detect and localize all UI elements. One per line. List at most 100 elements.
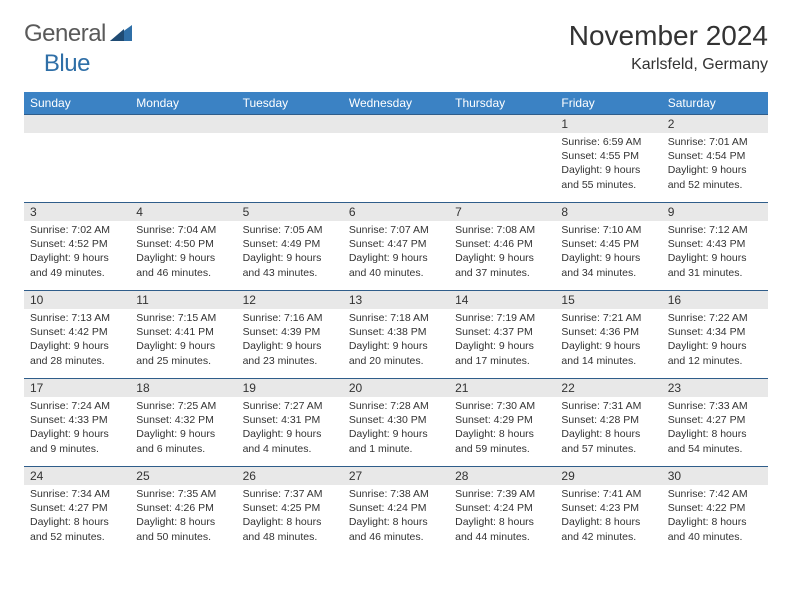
logo-text-blue: Blue: [44, 50, 90, 78]
calendar-cell: 3Sunrise: 7:02 AMSunset: 4:52 PMDaylight…: [24, 203, 130, 291]
sunrise-text: Sunrise: 7:28 AM: [349, 399, 443, 413]
calendar-week-row: 1Sunrise: 6:59 AMSunset: 4:55 PMDaylight…: [24, 115, 768, 203]
col-thursday: Thursday: [449, 92, 555, 115]
daylight-text: Daylight: 9 hours and 37 minutes.: [455, 251, 549, 279]
calendar-cell: 29Sunrise: 7:41 AMSunset: 4:23 PMDayligh…: [555, 467, 661, 555]
calendar-cell: 8Sunrise: 7:10 AMSunset: 4:45 PMDaylight…: [555, 203, 661, 291]
calendar-cell: 15Sunrise: 7:21 AMSunset: 4:36 PMDayligh…: [555, 291, 661, 379]
calendar-cell: 26Sunrise: 7:37 AMSunset: 4:25 PMDayligh…: [237, 467, 343, 555]
daylight-text: Daylight: 8 hours and 40 minutes.: [668, 515, 762, 543]
sunset-text: Sunset: 4:41 PM: [136, 325, 230, 339]
sunrise-text: Sunrise: 7:42 AM: [668, 487, 762, 501]
day-details: Sunrise: 7:19 AMSunset: 4:37 PMDaylight:…: [449, 309, 555, 372]
day-number: 14: [449, 291, 555, 309]
sunset-text: Sunset: 4:24 PM: [455, 501, 549, 515]
day-details: Sunrise: 7:01 AMSunset: 4:54 PMDaylight:…: [662, 133, 768, 196]
day-number: 13: [343, 291, 449, 309]
day-details: Sunrise: 7:30 AMSunset: 4:29 PMDaylight:…: [449, 397, 555, 460]
day-details: Sunrise: 7:21 AMSunset: 4:36 PMDaylight:…: [555, 309, 661, 372]
daylight-text: Daylight: 8 hours and 57 minutes.: [561, 427, 655, 455]
sunrise-text: Sunrise: 7:19 AM: [455, 311, 549, 325]
day-number: 8: [555, 203, 661, 221]
location: Karlsfeld, Germany: [569, 56, 768, 74]
calendar-cell: 4Sunrise: 7:04 AMSunset: 4:50 PMDaylight…: [130, 203, 236, 291]
calendar-cell: 12Sunrise: 7:16 AMSunset: 4:39 PMDayligh…: [237, 291, 343, 379]
day-number: 10: [24, 291, 130, 309]
day-number: 16: [662, 291, 768, 309]
daylight-text: Daylight: 9 hours and 46 minutes.: [136, 251, 230, 279]
calendar-cell: 24Sunrise: 7:34 AMSunset: 4:27 PMDayligh…: [24, 467, 130, 555]
day-number: 25: [130, 467, 236, 485]
calendar-cell: [237, 115, 343, 203]
calendar-cell: 19Sunrise: 7:27 AMSunset: 4:31 PMDayligh…: [237, 379, 343, 467]
daylight-text: Daylight: 8 hours and 46 minutes.: [349, 515, 443, 543]
sunset-text: Sunset: 4:26 PM: [136, 501, 230, 515]
daylight-text: Daylight: 9 hours and 14 minutes.: [561, 339, 655, 367]
sunrise-text: Sunrise: 6:59 AM: [561, 135, 655, 149]
day-details: Sunrise: 7:15 AMSunset: 4:41 PMDaylight:…: [130, 309, 236, 372]
calendar-cell: 21Sunrise: 7:30 AMSunset: 4:29 PMDayligh…: [449, 379, 555, 467]
sunrise-text: Sunrise: 7:30 AM: [455, 399, 549, 413]
day-details: Sunrise: 7:13 AMSunset: 4:42 PMDaylight:…: [24, 309, 130, 372]
sunset-text: Sunset: 4:30 PM: [349, 413, 443, 427]
daylight-text: Daylight: 9 hours and 31 minutes.: [668, 251, 762, 279]
sunrise-text: Sunrise: 7:02 AM: [30, 223, 124, 237]
daylight-text: Daylight: 9 hours and 12 minutes.: [668, 339, 762, 367]
sunrise-text: Sunrise: 7:07 AM: [349, 223, 443, 237]
col-tuesday: Tuesday: [237, 92, 343, 115]
day-number-empty: [449, 115, 555, 133]
day-details: Sunrise: 7:12 AMSunset: 4:43 PMDaylight:…: [662, 221, 768, 284]
calendar-cell: 28Sunrise: 7:39 AMSunset: 4:24 PMDayligh…: [449, 467, 555, 555]
daylight-text: Daylight: 9 hours and 43 minutes.: [243, 251, 337, 279]
calendar-header-row: Sunday Monday Tuesday Wednesday Thursday…: [24, 92, 768, 115]
calendar-cell: 22Sunrise: 7:31 AMSunset: 4:28 PMDayligh…: [555, 379, 661, 467]
logo-triangle-icon: [110, 23, 132, 46]
sunrise-text: Sunrise: 7:33 AM: [668, 399, 762, 413]
daylight-text: Daylight: 9 hours and 20 minutes.: [349, 339, 443, 367]
sunset-text: Sunset: 4:36 PM: [561, 325, 655, 339]
day-number: 6: [343, 203, 449, 221]
sunrise-text: Sunrise: 7:39 AM: [455, 487, 549, 501]
day-number-empty: [130, 115, 236, 133]
sunrise-text: Sunrise: 7:38 AM: [349, 487, 443, 501]
day-number: 17: [24, 379, 130, 397]
sunrise-text: Sunrise: 7:41 AM: [561, 487, 655, 501]
day-details: Sunrise: 7:25 AMSunset: 4:32 PMDaylight:…: [130, 397, 236, 460]
sunrise-text: Sunrise: 7:27 AM: [243, 399, 337, 413]
day-number: 2: [662, 115, 768, 133]
calendar-cell: 30Sunrise: 7:42 AMSunset: 4:22 PMDayligh…: [662, 467, 768, 555]
sunset-text: Sunset: 4:24 PM: [349, 501, 443, 515]
daylight-text: Daylight: 8 hours and 59 minutes.: [455, 427, 549, 455]
day-details: Sunrise: 7:18 AMSunset: 4:38 PMDaylight:…: [343, 309, 449, 372]
calendar-cell: [130, 115, 236, 203]
sunrise-text: Sunrise: 7:12 AM: [668, 223, 762, 237]
col-wednesday: Wednesday: [343, 92, 449, 115]
calendar-cell: [24, 115, 130, 203]
calendar-cell: 27Sunrise: 7:38 AMSunset: 4:24 PMDayligh…: [343, 467, 449, 555]
daylight-text: Daylight: 9 hours and 52 minutes.: [668, 163, 762, 191]
sunrise-text: Sunrise: 7:01 AM: [668, 135, 762, 149]
sunset-text: Sunset: 4:46 PM: [455, 237, 549, 251]
sunrise-text: Sunrise: 7:15 AM: [136, 311, 230, 325]
day-details: Sunrise: 7:16 AMSunset: 4:39 PMDaylight:…: [237, 309, 343, 372]
title-block: November 2024 Karlsfeld, Germany: [569, 20, 768, 74]
day-details: Sunrise: 7:34 AMSunset: 4:27 PMDaylight:…: [24, 485, 130, 548]
daylight-text: Daylight: 9 hours and 25 minutes.: [136, 339, 230, 367]
daylight-text: Daylight: 8 hours and 42 minutes.: [561, 515, 655, 543]
day-details: Sunrise: 7:10 AMSunset: 4:45 PMDaylight:…: [555, 221, 661, 284]
month-title: November 2024: [569, 20, 768, 52]
day-details: Sunrise: 7:38 AMSunset: 4:24 PMDaylight:…: [343, 485, 449, 548]
day-number: 12: [237, 291, 343, 309]
day-number: 18: [130, 379, 236, 397]
sunrise-text: Sunrise: 7:13 AM: [30, 311, 124, 325]
calendar-week-row: 10Sunrise: 7:13 AMSunset: 4:42 PMDayligh…: [24, 291, 768, 379]
day-details: Sunrise: 7:02 AMSunset: 4:52 PMDaylight:…: [24, 221, 130, 284]
col-monday: Monday: [130, 92, 236, 115]
logo-text-general: General: [24, 20, 106, 48]
calendar-cell: [449, 115, 555, 203]
calendar-cell: [343, 115, 449, 203]
sunrise-text: Sunrise: 7:18 AM: [349, 311, 443, 325]
day-number: 22: [555, 379, 661, 397]
sunset-text: Sunset: 4:38 PM: [349, 325, 443, 339]
sunset-text: Sunset: 4:27 PM: [30, 501, 124, 515]
